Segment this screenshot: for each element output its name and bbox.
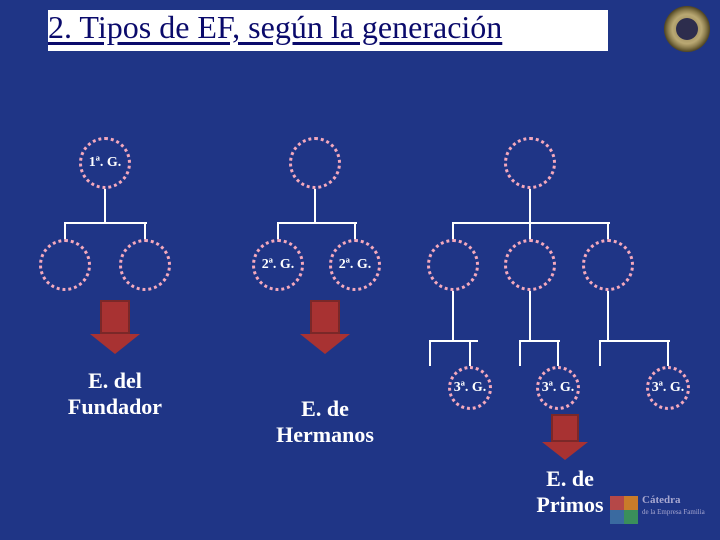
- institution-logo-icon: [664, 6, 710, 52]
- connector-line: [607, 222, 609, 239]
- connector-line: [529, 222, 531, 239]
- connector-line: [520, 340, 560, 342]
- node-label: 3ª. G.: [652, 380, 685, 396]
- slide-title-text: 2. Tipos de EF, según la generación: [48, 9, 502, 45]
- node-t2: [504, 137, 556, 189]
- slide: 2. Tipos de EF, según la generación 1ª. …: [0, 0, 720, 540]
- node-label: 3ª. G.: [454, 380, 487, 396]
- label-fundador: E. delFundador: [50, 368, 180, 420]
- logo-square-icon: [624, 510, 638, 524]
- connector-line: [453, 222, 610, 224]
- node-t1: [289, 137, 341, 189]
- connector-line: [519, 340, 521, 366]
- node-g3c: 3ª. G.: [646, 366, 690, 410]
- connector-line: [65, 222, 147, 224]
- down-arrow-icon: [90, 300, 140, 354]
- node-label: 2ª. G.: [339, 257, 372, 273]
- logo-text-top: Cátedra: [642, 494, 681, 506]
- connector-line: [354, 222, 356, 239]
- logo-square-icon: [610, 496, 624, 510]
- logo-square-icon: [610, 510, 624, 524]
- connector-line: [277, 222, 279, 239]
- connector-line: [529, 291, 531, 340]
- node-c2a: [427, 239, 479, 291]
- connector-line: [667, 340, 669, 366]
- connector-line: [557, 340, 559, 366]
- node-c2b: [504, 239, 556, 291]
- node-c1a: [39, 239, 91, 291]
- connector-line: [452, 222, 454, 239]
- node-label: 2ª. G.: [262, 257, 295, 273]
- node-label: 3ª. G.: [542, 380, 575, 396]
- connector-line: [314, 189, 316, 222]
- connector-line: [104, 189, 106, 222]
- catedra-logo: Cátedra de la Empresa Familia: [610, 492, 710, 532]
- connector-line: [469, 340, 471, 366]
- node-c2c: [582, 239, 634, 291]
- down-arrow-icon: [542, 414, 588, 460]
- connector-line: [529, 189, 531, 222]
- connector-line: [64, 222, 66, 239]
- connector-line: [600, 340, 670, 342]
- connector-line: [452, 291, 454, 340]
- node-g1: 1ª. G.: [79, 137, 131, 189]
- logo-square-icon: [624, 496, 638, 510]
- node-g2b: 2ª. G.: [329, 239, 381, 291]
- node-g3b: 3ª. G.: [536, 366, 580, 410]
- logo-text-bottom: de la Empresa Familia: [642, 508, 705, 516]
- node-label: 1ª. G.: [89, 155, 122, 171]
- node-g3a: 3ª. G.: [448, 366, 492, 410]
- down-arrow-icon: [300, 300, 350, 354]
- node-g2a: 2ª. G.: [252, 239, 304, 291]
- connector-line: [429, 340, 431, 366]
- label-hermanos: E. deHermanos: [250, 396, 400, 448]
- node-c1b: [119, 239, 171, 291]
- connector-line: [607, 291, 609, 340]
- connector-line: [599, 340, 601, 366]
- connector-line: [278, 222, 357, 224]
- connector-line: [144, 222, 146, 239]
- slide-title: 2. Tipos de EF, según la generación: [48, 10, 608, 51]
